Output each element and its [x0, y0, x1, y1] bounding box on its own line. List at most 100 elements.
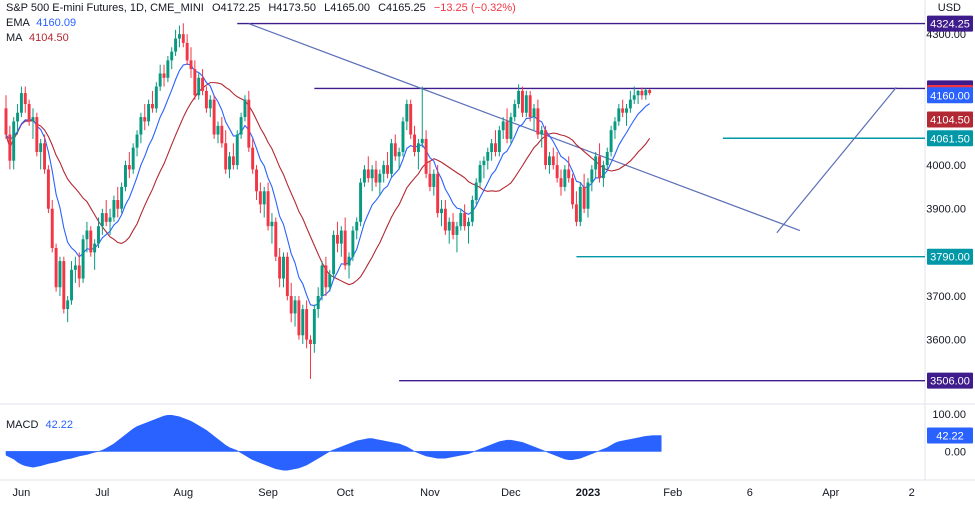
macd-value-tag-bg — [927, 427, 973, 444]
candle-body — [231, 156, 235, 166]
candle-body — [85, 230, 89, 240]
candle-body — [235, 134, 239, 166]
time-tick-label: Apr — [822, 487, 839, 499]
candle-body — [347, 256, 351, 266]
candle-body — [440, 208, 443, 214]
candle-body — [258, 191, 262, 205]
candle-body — [339, 230, 343, 244]
candle-body — [274, 221, 278, 257]
candle-body — [609, 130, 613, 152]
candle-body — [170, 51, 174, 61]
candle-body — [293, 300, 297, 314]
candle-body — [305, 309, 309, 340]
price-tick-label: 3900.00 — [926, 204, 966, 216]
level-label-bg — [927, 372, 973, 389]
candle-body — [108, 217, 112, 222]
candle-body — [520, 90, 524, 113]
candle-body — [424, 138, 428, 174]
ma-value: 4104.50 — [28, 32, 69, 44]
candle-body — [143, 117, 147, 122]
candle-body — [594, 156, 598, 170]
price-tag-bg — [927, 111, 973, 128]
candle-body — [120, 186, 124, 209]
candle-body — [255, 169, 258, 192]
candle-body — [648, 90, 652, 94]
candle-body — [582, 186, 586, 209]
candle-body — [4, 108, 8, 135]
candle-body — [355, 221, 359, 231]
candle-body — [409, 104, 413, 135]
candle-body — [58, 261, 62, 288]
candle-body — [43, 143, 47, 170]
candle-body — [386, 165, 390, 174]
candle-body — [100, 213, 104, 227]
grid — [0, 0, 975, 481]
candle-body — [605, 152, 609, 166]
trendline — [248, 23, 801, 232]
candle-body — [247, 99, 251, 148]
ma-series — [5, 82, 651, 286]
candle-body — [351, 230, 355, 257]
candle-body — [204, 90, 208, 109]
ema-legend[interactable]: EMA 4160.09 — [6, 17, 76, 30]
candle-body — [509, 117, 513, 139]
candle-body — [366, 169, 370, 179]
candle-body — [335, 234, 339, 244]
candle-body — [139, 117, 143, 135]
candle-body — [420, 138, 424, 144]
candle-body — [436, 173, 440, 214]
candle-body — [266, 191, 270, 227]
candle-body — [370, 169, 374, 179]
candle-body — [185, 42, 189, 61]
level-label: 3506.00 — [930, 376, 970, 388]
macd-legend[interactable]: MACD 42.22 — [6, 419, 73, 432]
candle-body — [401, 121, 405, 152]
candle-body — [567, 169, 571, 179]
candle-body — [405, 104, 409, 122]
candle-body — [505, 121, 509, 139]
candle-body — [31, 117, 35, 122]
ema-label: EMA — [6, 17, 30, 29]
price-tick-label: 4300.00 — [926, 29, 966, 41]
candle-body — [19, 93, 23, 113]
candle-body — [470, 200, 474, 222]
ma-legend[interactable]: MA 4104.50 — [6, 32, 69, 45]
time-tick-label: Aug — [174, 487, 194, 499]
candle-body — [104, 213, 108, 222]
candles — [4, 23, 652, 379]
price-tag: 4160.00 — [930, 90, 970, 102]
candle-body — [301, 309, 305, 336]
change-value: −13.25 (−0.32%) — [433, 2, 516, 14]
candle-body — [455, 226, 459, 235]
ema-value: 4160.09 — [36, 17, 77, 29]
ma-line — [5, 82, 651, 286]
candle-body — [12, 121, 16, 161]
time-tick-label: 2 — [909, 487, 915, 499]
ema-line — [5, 63, 650, 307]
candle-body — [540, 130, 544, 135]
candle-body — [201, 77, 205, 91]
candle-body — [613, 121, 617, 131]
time-tick-label: 2023 — [576, 487, 600, 499]
candle-body — [625, 108, 628, 113]
candle-body — [413, 134, 417, 152]
candle-body — [621, 108, 625, 113]
candle-body — [27, 104, 31, 122]
candle-body — [528, 95, 532, 118]
candle-body — [636, 90, 640, 96]
time-tick-label: Oct — [337, 487, 354, 499]
candle-body — [262, 191, 266, 205]
ma-label: MA — [6, 32, 22, 44]
symbol-ohlc: S&P 500 E-mini Futures, 1D, CME_MINI O41… — [6, 2, 516, 15]
candle-body — [378, 173, 382, 183]
level-label: 3790.00 — [930, 252, 970, 264]
candle-body — [382, 165, 386, 174]
candle-body — [474, 182, 478, 200]
candle-body — [251, 147, 255, 170]
candle-body — [177, 34, 181, 39]
candle-body — [46, 169, 50, 209]
macd-tick-label: 100.00 — [932, 409, 966, 421]
level-label: 4324.25 — [930, 19, 970, 31]
